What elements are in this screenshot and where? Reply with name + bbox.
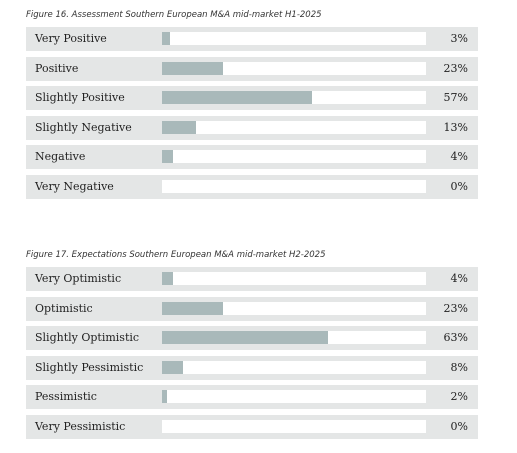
value-label: 23% (443, 61, 468, 75)
bar (162, 150, 173, 163)
bar-row: Very Pessimistic 0% (26, 414, 478, 439)
category-label: Slightly Negative (35, 120, 132, 134)
bar (162, 301, 223, 315)
value-label: 4% (450, 150, 468, 163)
bar-row: Very Positive 3% (26, 27, 478, 51)
bar-track (162, 61, 426, 75)
value-label: 23% (443, 301, 468, 315)
bar-track (162, 120, 426, 134)
bar-row: Pessimistic 2% (26, 385, 478, 409)
bar-row: Slightly Pessimistic 8% (26, 355, 478, 380)
value-label: 57% (443, 91, 468, 104)
bar (162, 331, 329, 344)
bar-chart-rows: Very Optimistic 4% Optimistic 23% Slightly O… (26, 267, 478, 439)
bar (162, 120, 197, 134)
bar-track (162, 150, 426, 163)
bar-track (162, 419, 426, 433)
bar-track (162, 32, 426, 45)
bar (162, 32, 170, 45)
value-label: 3% (450, 32, 468, 45)
value-label: 63% (443, 331, 468, 344)
figure-17: Figure 17. Expectations Southern Europea… (26, 248, 478, 444)
bar (162, 91, 313, 104)
figure-16: Figure 16. Assessment Southern European … (26, 8, 478, 204)
value-label: 4% (450, 272, 468, 285)
category-label: Slightly Pessimistic (35, 360, 144, 374)
category-label: Slightly Optimistic (35, 331, 140, 344)
category-label: Optimistic (35, 301, 93, 315)
bar (162, 61, 223, 75)
category-label: Very Optimistic (35, 272, 122, 285)
value-label: 0% (450, 419, 468, 433)
bar-track (162, 360, 426, 374)
figure-caption: Figure 16. Assessment Southern European … (26, 10, 322, 20)
bar-row: Negative 4% (26, 145, 478, 169)
category-label: Very Negative (35, 179, 114, 193)
bar-track (162, 179, 426, 193)
bar-row: Slightly Negative 13% (26, 115, 478, 140)
bar-row: Optimistic 23% (26, 296, 478, 321)
value-label: 13% (443, 120, 468, 134)
bar-track (162, 390, 426, 403)
bar-row: Very Negative 0% (26, 174, 478, 199)
category-label: Very Pessimistic (35, 419, 126, 433)
value-label: 0% (450, 179, 468, 193)
bar-row: Very Optimistic 4% (26, 267, 478, 291)
bar-row: Slightly Positive 57% (26, 86, 478, 110)
bar-row: Slightly Optimistic 63% (26, 326, 478, 350)
value-label: 8% (450, 360, 468, 374)
value-label: 2% (450, 390, 468, 403)
category-label: Very Positive (35, 32, 107, 45)
category-label: Slightly Positive (35, 91, 125, 104)
bar-chart-rows: Very Positive 3% Positive 23% Slightly Posit… (26, 27, 478, 199)
bar-track (162, 301, 426, 315)
category-label: Negative (35, 150, 86, 163)
figure-caption: Figure 17. Expectations Southern Europea… (26, 250, 326, 260)
bar (162, 360, 184, 374)
category-label: Positive (35, 61, 79, 75)
bar-row: Positive 23% (26, 56, 478, 81)
category-label: Pessimistic (35, 390, 97, 403)
bar-track (162, 331, 426, 344)
bar-track (162, 272, 426, 285)
bar (162, 390, 168, 403)
bar (162, 272, 173, 285)
bar-track (162, 91, 426, 104)
